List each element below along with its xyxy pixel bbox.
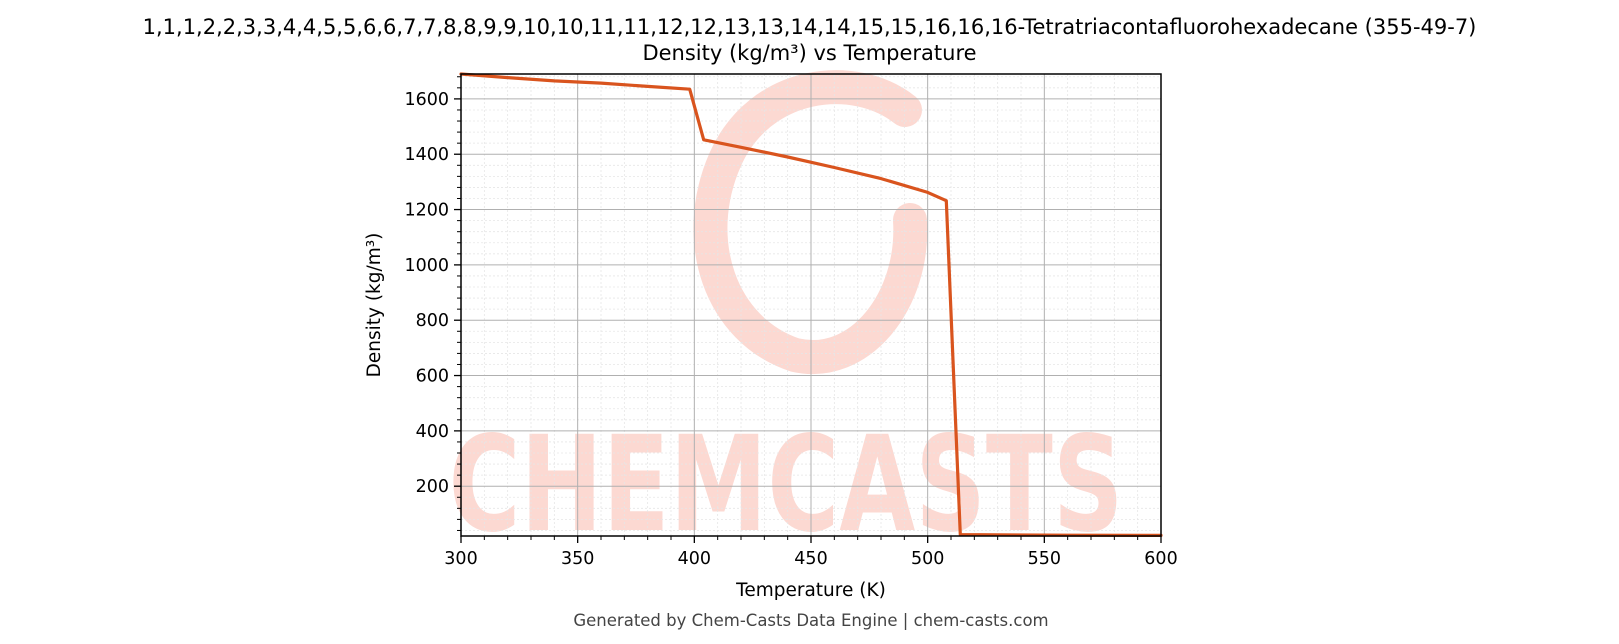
plot-data	[459, 72, 1163, 538]
y-axis-label: Density (kg/m³)	[364, 233, 385, 378]
x-tick-label: 400	[678, 549, 711, 569]
y-tick-label: 400	[416, 422, 449, 442]
major-gridlines	[460, 74, 1162, 536]
y-tick-label: 1000	[404, 256, 449, 276]
x-tick-label: 600	[1144, 549, 1177, 569]
watermark-swirl	[693, 70, 928, 374]
chart-title-line2: Density (kg/m³) vs Temperature	[642, 41, 976, 65]
footer-credit: Generated by Chem-Casts Data Engine | ch…	[573, 611, 1048, 630]
density-series-line	[459, 72, 1163, 538]
watermark-logo: CHEMCASTS	[449, 70, 1124, 562]
chart-title-line1: 1,1,1,2,2,3,3,4,4,5,5,6,6,7,7,8,8,9,9,10…	[143, 15, 1477, 39]
x-tick-label: 350	[561, 549, 594, 569]
y-tick-label: 1600	[404, 90, 449, 110]
y-tick-label: 1200	[404, 201, 449, 221]
y-tick-label: 1400	[404, 145, 449, 165]
x-tick-label: 300	[444, 549, 477, 569]
x-tick-label: 500	[911, 549, 944, 569]
x-tick-label: 550	[1028, 549, 1061, 569]
y-tick-label: 600	[416, 367, 449, 387]
x-axis-label: Temperature (K)	[735, 580, 886, 601]
y-tick-label: 800	[416, 311, 449, 331]
x-tick-label: 450	[794, 549, 827, 569]
axis-ticks: 300 350 400 450 500 550 600 200 400 600 800 1000 120…	[404, 76, 1178, 569]
y-tick-label: 200	[416, 477, 449, 497]
